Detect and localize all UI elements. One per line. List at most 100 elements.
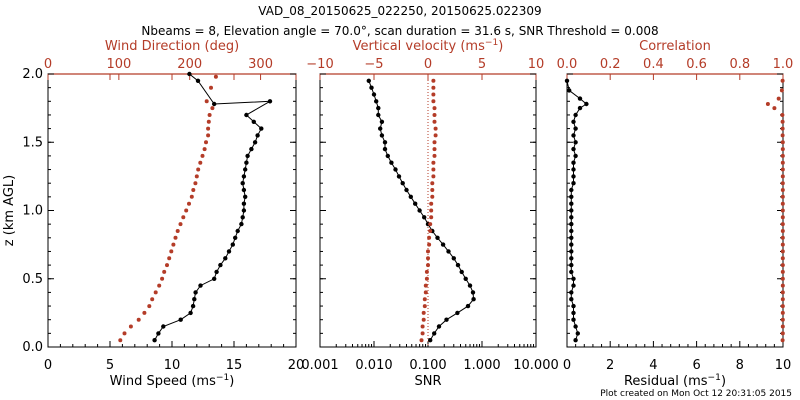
data-point (432, 113, 437, 117)
data-point (422, 304, 427, 309)
top-tick-label: 300 (248, 57, 273, 72)
data-point (780, 147, 785, 152)
y-tick-label: 0.5 (22, 272, 43, 287)
data-point (420, 324, 425, 329)
y-tick-label: 0.0 (22, 340, 43, 355)
data-point (569, 221, 574, 227)
data-point (426, 249, 430, 254)
data-point (463, 276, 468, 281)
data-point (780, 167, 785, 172)
data-point (571, 283, 576, 288)
data-point (571, 310, 576, 316)
top-tick-label: 0.4 (643, 57, 664, 72)
data-point (772, 106, 777, 111)
top-tick-label: 0.2 (600, 57, 621, 72)
data-point (243, 167, 248, 172)
data-point (187, 201, 191, 206)
data-point (780, 201, 785, 206)
data-point (188, 310, 193, 316)
data-point (190, 303, 196, 309)
x-tick-label: 0.001 (301, 358, 338, 373)
data-point (193, 181, 198, 186)
data-point (571, 174, 576, 179)
top-axis-label: Wind Direction (deg) (105, 39, 239, 54)
data-point (241, 174, 247, 179)
y-tick-label: 1.0 (22, 204, 43, 219)
data-point (573, 153, 578, 159)
data-point (435, 235, 440, 240)
data-point (569, 242, 574, 247)
data-point (161, 324, 166, 329)
data-point (569, 201, 574, 206)
data-point (780, 126, 785, 131)
data-point (780, 215, 785, 220)
top-tick-label: 0.8 (729, 57, 750, 72)
top-tick-label: 200 (177, 57, 202, 72)
data-point (255, 133, 260, 138)
series-wind-speed (152, 71, 273, 343)
data-point (431, 78, 436, 83)
x-tick-label: 0 (563, 358, 571, 373)
top-tick-label: 100 (106, 57, 131, 72)
data-point (569, 187, 574, 193)
data-point (191, 188, 196, 192)
data-point (571, 167, 576, 172)
data-point (156, 331, 161, 336)
data-point (780, 338, 785, 343)
data-point (379, 133, 385, 138)
top-tick-label: 0.0 (557, 57, 578, 72)
data-point (780, 263, 785, 268)
panel-2: 0.001 0.010 0.100 1.000 10.000 −10 −5 0 5 10 SNR Ve… (301, 38, 558, 389)
data-point (571, 133, 576, 138)
data-point (173, 235, 178, 240)
data-point (471, 297, 476, 302)
data-point (433, 133, 438, 138)
data-point (432, 106, 437, 111)
data-point (241, 208, 247, 213)
data-point (780, 160, 785, 165)
data-point (569, 208, 574, 213)
data-point (780, 181, 785, 186)
data-point (243, 194, 248, 199)
data-point (584, 101, 589, 107)
top-tick-label: 5 (478, 57, 486, 72)
data-point (396, 174, 402, 179)
data-point (376, 105, 381, 111)
data-point (142, 310, 147, 315)
data-point (569, 269, 574, 275)
data-point (241, 187, 247, 193)
data-point (780, 78, 785, 83)
data-point (431, 174, 436, 179)
data-point (408, 194, 413, 199)
data-point (128, 324, 133, 329)
plot-frame (319, 73, 537, 348)
data-point (206, 119, 211, 124)
data-point (780, 317, 785, 322)
data-point (569, 290, 574, 295)
top-tick-label: −10 (306, 57, 333, 72)
data-point (404, 187, 409, 193)
data-point (245, 153, 250, 159)
data-point (577, 96, 583, 101)
data-point (780, 140, 785, 145)
x-tick-label: 1.000 (463, 358, 500, 373)
data-point (150, 297, 155, 302)
data-point (226, 249, 232, 254)
x-tick-label: 0.010 (355, 358, 392, 373)
data-point (153, 290, 158, 295)
data-point (385, 153, 390, 159)
data-point (374, 99, 379, 104)
data-point (371, 92, 377, 97)
data-point (571, 146, 576, 152)
series-snr (366, 78, 476, 343)
data-point (192, 297, 197, 302)
chart-subtitle: Nbeams = 8, Elevation angle = 70.0°, sca… (141, 24, 658, 38)
data-point (780, 290, 785, 295)
data-point (244, 160, 249, 165)
data-point (152, 338, 157, 343)
data-point (432, 147, 437, 152)
data-point (230, 242, 235, 247)
data-point (187, 71, 192, 77)
data-point (244, 112, 249, 118)
data-point (379, 119, 385, 125)
